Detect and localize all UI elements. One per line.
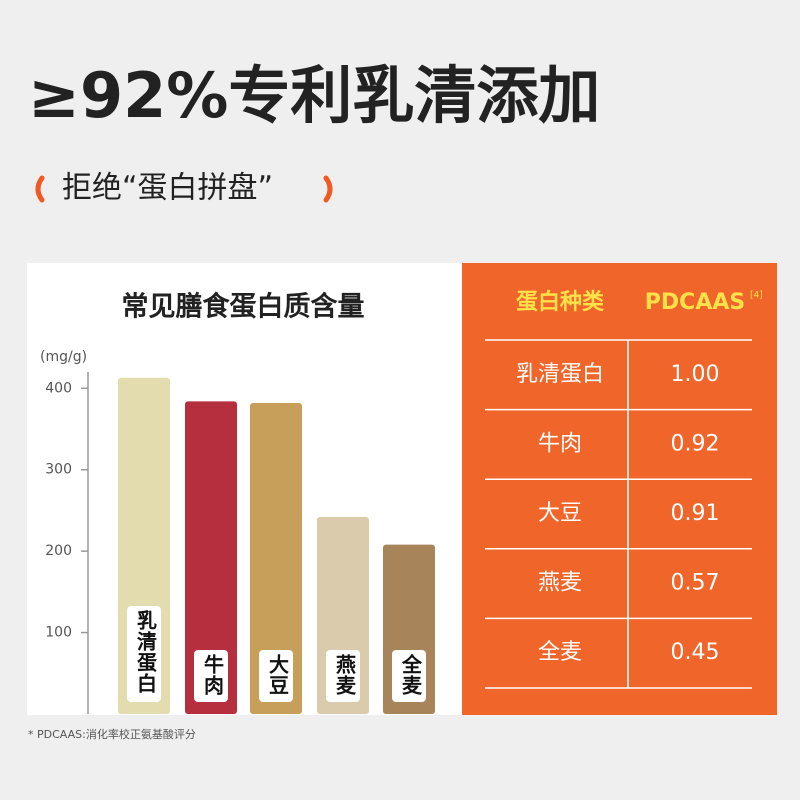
table-cell: 0.57: [671, 571, 720, 596]
x-tick-label: 大豆: [266, 654, 290, 696]
table-panel: [462, 263, 777, 715]
y-tick-label: 400: [45, 380, 72, 396]
table-cell: 牛肉: [538, 431, 582, 456]
bracket-right: [323, 175, 333, 203]
x-tick-label: 全麦: [399, 653, 423, 696]
table-cell: 乳清蛋白: [516, 362, 604, 387]
table-cell: 全麦: [538, 640, 582, 665]
x-tick-label: 乳清蛋白: [134, 609, 158, 694]
table-cell: 0.45: [671, 640, 720, 665]
table-cell: 0.92: [671, 431, 720, 456]
header-note: [4]: [750, 291, 763, 301]
headline: ≥92%专利乳清添加: [28, 59, 600, 132]
bar: [185, 401, 237, 714]
x-tick-label: 燕麦: [333, 653, 357, 696]
label-box: [326, 650, 360, 702]
y-tick-label: 300: [45, 462, 72, 478]
x-tick-label: 牛肉: [201, 653, 225, 696]
y-tick-label: 100: [45, 625, 72, 641]
footnote: * PDCAAS:消化率校正氨基酸评分: [28, 727, 196, 741]
bar: [250, 402, 302, 714]
table-cell: 0.91: [671, 501, 720, 526]
table-header: 蛋白种类: [516, 289, 605, 315]
y-axis-label: (mg/g): [40, 349, 87, 365]
label-box: [127, 606, 161, 702]
table-cell: 大豆: [538, 501, 582, 526]
y-tick-label: 200: [45, 543, 72, 559]
bracket-left: [35, 175, 45, 203]
subtitle: 拒绝“蛋白拼盘”: [62, 171, 273, 206]
table-cell: 1.00: [671, 362, 720, 387]
label-box: [392, 650, 426, 702]
chart-title: 常见膳食蛋白质含量: [122, 291, 365, 323]
table-header: PDCAAS: [645, 290, 745, 315]
label-box: [259, 650, 293, 702]
table-cell: 燕麦: [538, 571, 582, 596]
label-box: [194, 650, 228, 702]
